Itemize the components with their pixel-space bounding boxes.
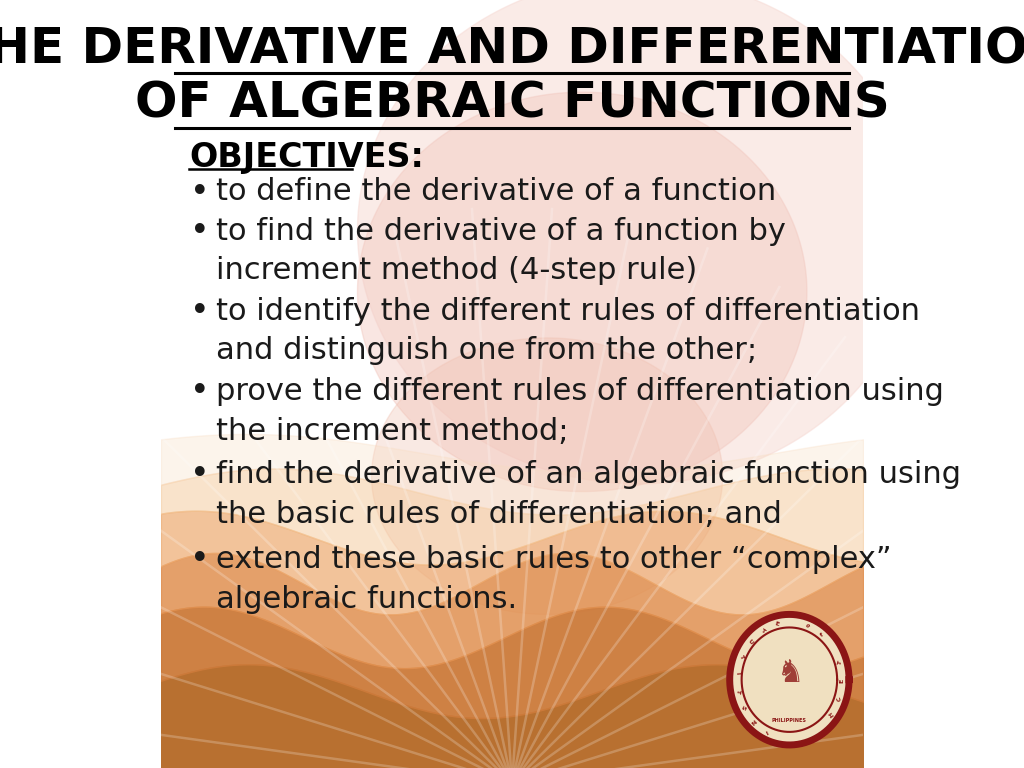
Text: PHILIPPINES: PHILIPPINES bbox=[772, 717, 807, 723]
Text: ♞: ♞ bbox=[776, 659, 803, 688]
Text: •: • bbox=[189, 216, 209, 248]
Text: N: N bbox=[749, 717, 757, 724]
Text: I: I bbox=[734, 671, 739, 674]
Text: increment method (4-step rule): increment method (4-step rule) bbox=[216, 256, 697, 285]
Text: •: • bbox=[189, 376, 209, 408]
Text: to define the derivative of a function: to define the derivative of a function bbox=[216, 177, 776, 207]
Text: f: f bbox=[819, 632, 825, 637]
Text: T: T bbox=[738, 654, 744, 659]
Text: •: • bbox=[189, 296, 209, 328]
Text: I: I bbox=[763, 728, 768, 733]
Polygon shape bbox=[357, 92, 807, 492]
Text: the basic rules of differentiation; and: the basic rules of differentiation; and bbox=[216, 500, 781, 529]
Polygon shape bbox=[372, 338, 723, 614]
Text: E: E bbox=[774, 621, 779, 627]
Text: algebraic functions.: algebraic functions. bbox=[216, 584, 517, 614]
Text: THE DERIVATIVE AND DIFFERENTIATION: THE DERIVATIVE AND DIFFERENTIATION bbox=[0, 26, 1024, 74]
Text: T: T bbox=[760, 627, 765, 634]
Text: H: H bbox=[828, 710, 836, 717]
Text: extend these basic rules to other “complex”: extend these basic rules to other “compl… bbox=[216, 545, 891, 574]
Text: •: • bbox=[189, 176, 209, 208]
Text: to find the derivative of a function by: to find the derivative of a function by bbox=[216, 217, 785, 247]
Polygon shape bbox=[730, 614, 849, 745]
Text: to identify the different rules of differentiation: to identify the different rules of diffe… bbox=[216, 297, 920, 326]
Text: OF ALGEBRAIC FUNCTIONS: OF ALGEBRAIC FUNCTIONS bbox=[134, 80, 890, 127]
Text: •: • bbox=[189, 543, 209, 575]
Text: T: T bbox=[735, 688, 740, 693]
Text: and distinguish one from the other;: and distinguish one from the other; bbox=[216, 336, 757, 365]
Text: U: U bbox=[746, 638, 754, 645]
Text: C: C bbox=[836, 695, 843, 701]
Text: E: E bbox=[840, 679, 845, 683]
Text: OBJECTIVES:: OBJECTIVES: bbox=[189, 141, 424, 174]
Text: T: T bbox=[837, 660, 843, 666]
Text: S: S bbox=[739, 703, 746, 710]
Text: find the derivative of an algebraic function using: find the derivative of an algebraic func… bbox=[216, 460, 961, 489]
Polygon shape bbox=[357, 0, 920, 484]
Text: o: o bbox=[806, 623, 811, 629]
Text: the increment method;: the increment method; bbox=[216, 417, 568, 446]
Text: prove the different rules of differentiation using: prove the different rules of differentia… bbox=[216, 377, 943, 406]
Text: •: • bbox=[189, 458, 209, 491]
